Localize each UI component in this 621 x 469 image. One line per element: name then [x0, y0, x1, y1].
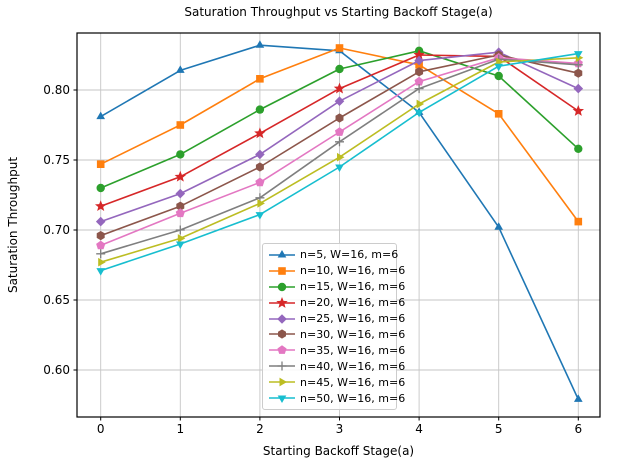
- y-tick-label: 0.75: [43, 153, 70, 167]
- y-tick-label: 0.70: [43, 223, 70, 237]
- legend-marker-swatch: [269, 329, 295, 340]
- chart-title: Saturation Throughput vs Starting Backof…: [184, 5, 493, 19]
- legend-label: n=5, W=16, m=6: [300, 248, 399, 262]
- x-tick-label: 3: [336, 422, 344, 436]
- legend-item: n=45, W=16, m=6: [268, 374, 405, 390]
- legend-item: n=35, W=16, m=6: [268, 342, 405, 358]
- x-tick-label: 1: [176, 422, 184, 436]
- legend-marker-swatch: [269, 395, 295, 404]
- legend-marker-swatch: [269, 282, 295, 291]
- series-n=50: [96, 51, 583, 276]
- y-axis-label: Saturation Throughput: [6, 156, 20, 294]
- x-tick-label: 0: [97, 422, 105, 436]
- legend-item: n=15, W=16, m=6: [268, 279, 405, 295]
- legend-item: n=5, W=16, m=6: [268, 247, 398, 263]
- x-axis-label: Starting Backoff Stage(a): [262, 444, 415, 458]
- legend-label: n=25, W=16, m=6: [300, 312, 406, 326]
- legend-label: n=45, W=16, m=6: [300, 375, 406, 389]
- legend-item: n=25, W=16, m=6: [268, 311, 405, 327]
- legend-label: n=15, W=16, m=6: [300, 280, 406, 294]
- legend-item: n=30, W=16, m=6: [268, 327, 405, 343]
- x-tick-label: 5: [495, 422, 503, 436]
- x-tick-label: 4: [415, 422, 423, 436]
- legend-label: n=50, W=16, m=6: [300, 391, 406, 405]
- series-n=10: [96, 44, 583, 226]
- legend: n=5, W=16, m=6 n=10, W=16, m=6 n=15, W=16,…: [262, 243, 405, 410]
- series-n=45: [98, 53, 584, 267]
- legend-item: n=20, W=16, m=6: [268, 295, 405, 311]
- x-tick-label: 2: [256, 422, 264, 436]
- legend-marker-swatch: [269, 313, 295, 324]
- series-n=15: [96, 46, 583, 193]
- y-tick-label: 0.65: [43, 293, 70, 307]
- legend-marker-swatch: [269, 267, 295, 275]
- legend-label: n=10, W=16, m=6: [300, 264, 406, 278]
- legend-label: n=35, W=16, m=6: [300, 343, 406, 357]
- legend-marker-swatch: [269, 296, 295, 308]
- y-tick-label: 0.80: [43, 83, 70, 97]
- legend-label: n=20, W=16, m=6: [300, 296, 406, 310]
- legend-marker-swatch: [269, 345, 295, 355]
- legend-marker-swatch: [269, 249, 295, 258]
- legend-item: n=50, W=16, m=6: [268, 390, 405, 406]
- y-tick-label: 0.60: [43, 363, 70, 377]
- legend-marker-swatch: [269, 361, 295, 371]
- tick-labels: 0 1 2 3 4 5 6 0.60 0.65 0.70 0.75 0.80: [43, 83, 582, 436]
- axes-spines: [76, 32, 601, 418]
- legend-marker-swatch: [269, 377, 295, 387]
- legend-item: n=10, W=16, m=6: [268, 263, 405, 279]
- x-tick-label: 6: [574, 422, 582, 436]
- legend-label: n=30, W=16, m=6: [300, 327, 406, 341]
- legend-label: n=40, W=16, m=6: [300, 359, 406, 373]
- legend-item: n=40, W=16, m=6: [268, 358, 405, 374]
